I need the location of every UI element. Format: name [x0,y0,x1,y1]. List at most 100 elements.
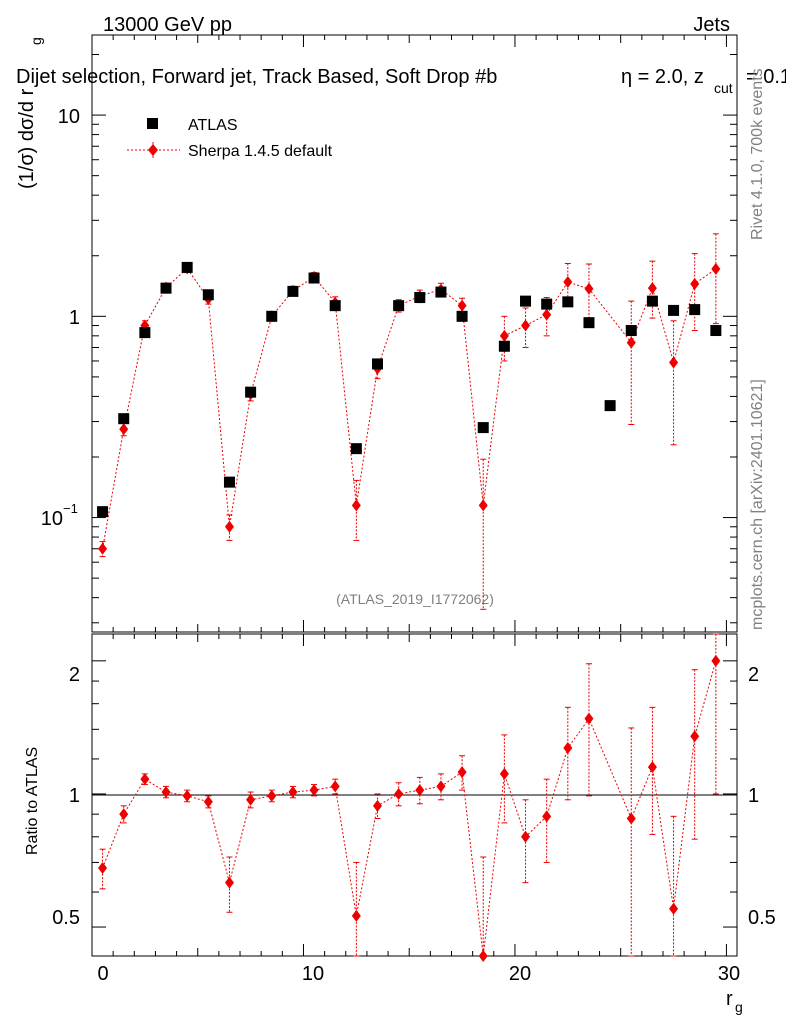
atlas-point [139,327,151,339]
plot-title-tail: = 0.1 [746,66,786,88]
ratio-point [436,780,446,793]
main-y-label-sub: g [28,37,44,45]
ratio-point [119,808,129,821]
sherpa-point [98,542,108,555]
ratio-point [224,876,234,889]
atlas-point [308,272,320,284]
sherpa-point [499,329,509,342]
ratio-mc-series [98,633,721,962]
ratio-point [711,654,721,667]
x-tick-label-10: 10 [302,963,324,985]
y-tick-label-0-1: 10 [41,508,63,530]
ratio-point [246,793,256,806]
atlas-point [498,340,510,352]
ratio-tick-left-0-5: 0.5 [52,907,80,929]
plot-title: Dijet selection, Forward jet, Track Base… [16,66,497,88]
x-axis-label: r [726,988,733,1010]
atlas-point [625,325,637,337]
ratio-point [521,830,531,843]
ratio-tick-left-2: 2 [69,664,80,686]
sherpa-point [224,520,234,533]
sherpa-point [584,282,594,295]
rivet-info: Rivet 4.1.0, 700k events [749,68,766,240]
atlas-point [181,261,193,273]
category-label: Jets [693,14,730,36]
atlas-point [371,358,383,370]
sherpa-point [626,336,636,349]
y-tick-label-1: 1 [69,307,80,329]
ratio-point [626,812,636,825]
ratio-point [330,780,340,793]
plot-title-cut: cut [714,80,733,96]
sherpa-line [102,267,717,549]
x-tick-label-20: 20 [509,963,531,985]
ratio-point [394,787,404,800]
atlas-point [562,296,574,308]
sherpa-point [119,423,129,436]
atlas-point [541,298,553,310]
atlas-point [583,317,595,329]
ratio-tick-right-0-5: 0.5 [748,907,776,929]
atlas-point [456,310,468,322]
atlas-point [329,300,341,312]
ratio-point [182,789,192,802]
sherpa-point [542,308,552,321]
atlas-point [393,300,405,312]
analysis-id: (ATLAS_2019_I1772062) [336,591,494,607]
atlas-point [604,400,616,412]
plot-title-eta: η = 2.0, z [621,66,704,88]
atlas-point [520,295,532,307]
main-mc-series [98,233,721,610]
ratio-point [647,761,657,774]
energy-label: 13000 GeV pp [103,14,232,36]
axis-ticks [91,35,737,956]
ratio-point [288,786,298,799]
atlas-point [646,295,658,307]
sherpa-point [647,282,657,295]
atlas-point [97,506,109,518]
ratio-point [563,742,573,755]
x-axis-label-sub: g [735,999,743,1015]
main-panel-frame [91,34,738,633]
legend-sherpa-marker [148,144,158,156]
sherpa-point [478,499,488,512]
atlas-point [477,422,489,434]
ratio-point [267,789,277,802]
atlas-point [435,286,447,298]
sherpa-point [521,319,531,332]
ratio-point [309,784,319,797]
x-tick-label-30: 30 [718,963,740,985]
sherpa-point [563,276,573,289]
atlas-point [202,289,214,301]
legend-atlas-marker [147,118,158,129]
y-tick-label-0-1-exp: −1 [63,501,78,516]
ratio-point [372,799,382,812]
ratio-point [457,766,467,779]
sherpa-point [669,356,679,369]
atlas-point [287,285,299,297]
legend-sherpa-label: Sherpa 1.4.5 default [188,143,333,160]
atlas-point [668,304,680,316]
atlas-point [689,304,701,316]
ratio-point [542,810,552,823]
ratio-line [102,660,717,957]
ratio-tick-right-1: 1 [748,785,759,807]
ratio-point [690,730,700,743]
ratio-point [203,795,213,808]
atlas-point [223,476,235,488]
atlas-point [118,413,130,425]
ratio-point [478,950,488,962]
main-y-label: (1/σ) dσ/d r [16,88,38,189]
sherpa-point [690,277,700,290]
ratio-point [98,861,108,874]
ratio-tick-right-2: 2 [748,664,759,686]
x-tick-label-0: 0 [97,963,108,985]
mcplots-info: mcplots.cern.ch [arXiv:2401.10621] [749,379,766,630]
main-data-series [97,261,722,518]
ratio-point [415,784,425,797]
atlas-point [414,292,426,304]
atlas-point [245,386,257,398]
ratio-point [584,712,594,725]
sherpa-point [351,499,361,512]
